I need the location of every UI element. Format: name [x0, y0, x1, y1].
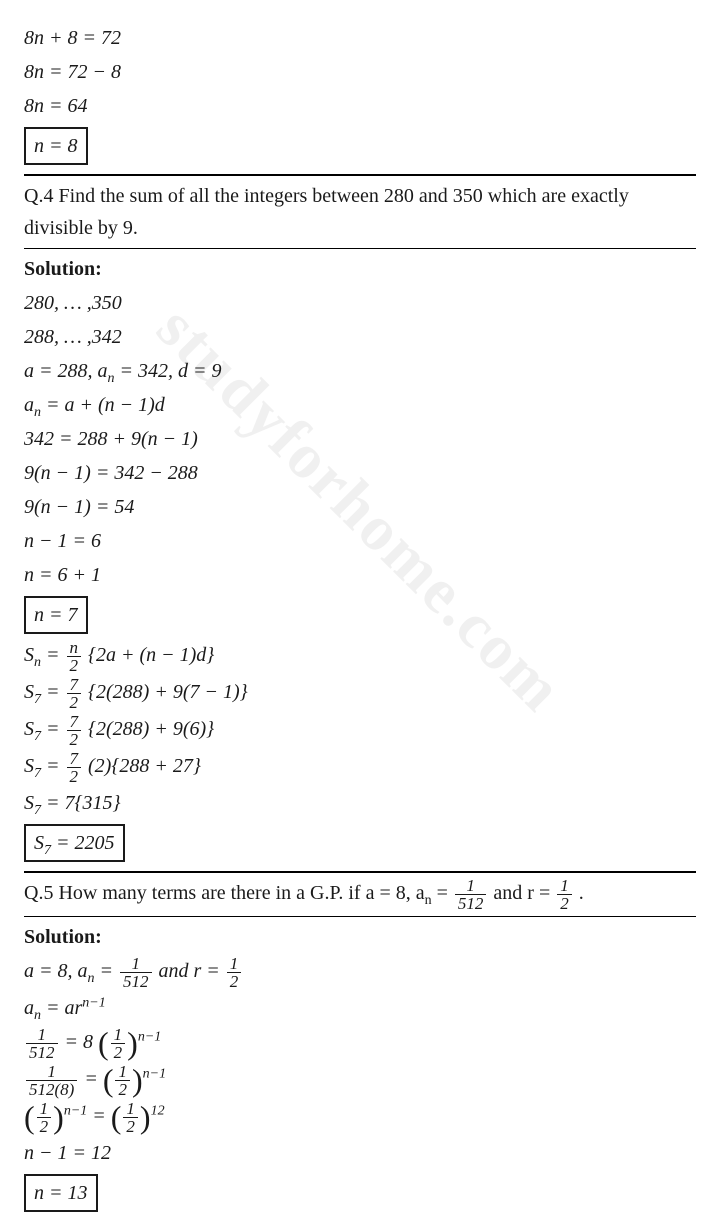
q4-l2: 288, … ,342: [24, 321, 696, 353]
divider: [24, 916, 696, 917]
q5-g3: 1512 = 8 (12)n−1: [24, 1026, 696, 1061]
q4-text: Q.4 Find the sum of all the integers bet…: [24, 180, 696, 244]
q4-l1: 280, … ,350: [24, 287, 696, 319]
intro-line2: 8n = 72 − 8: [24, 56, 696, 88]
q5-g6: n − 1 = 12: [24, 1137, 696, 1169]
q4-l8: n − 1 = 6: [24, 525, 696, 557]
q4-box2: S7 = 2205: [24, 824, 125, 862]
intro-box: n = 8: [24, 127, 88, 165]
q4-box1: n = 7: [24, 596, 88, 634]
q4-l6: 9(n − 1) = 342 − 288: [24, 457, 696, 489]
q4-sn: Sn = n2 {2a + (n − 1)d}: [24, 639, 696, 674]
divider: [24, 248, 696, 249]
q5-g4: 1512(8) = (12)n−1: [24, 1063, 696, 1098]
q4-l7: 9(n − 1) = 54: [24, 491, 696, 523]
intro-line3: 8n = 64: [24, 90, 696, 122]
q4-l9: n = 6 + 1: [24, 559, 696, 591]
q4-l3: a = 288, an = 342, d = 9: [24, 355, 696, 387]
page-content: 8n + 8 = 72 8n = 72 − 8 8n = 64 n = 8 Q.…: [24, 22, 696, 1215]
intro-line1: 8n + 8 = 72: [24, 22, 696, 54]
q5-solution-header: Solution:: [24, 921, 696, 953]
q5-g5: (12)n−1 = (12)12: [24, 1100, 696, 1135]
q5-box: n = 13: [24, 1174, 98, 1212]
q4-s7-4: S7 = 7{315}: [24, 787, 696, 819]
divider: [24, 174, 696, 176]
q4-l4: an = a + (n − 1)d: [24, 389, 696, 421]
q4-l5: 342 = 288 + 9(n − 1): [24, 423, 696, 455]
divider: [24, 871, 696, 873]
q5-g1: a = 8, an = 1512 and r = 12: [24, 955, 696, 990]
q4-solution-header: Solution:: [24, 253, 696, 285]
q4-s7-1: S7 = 72 {2(288) + 9(7 − 1)}: [24, 676, 696, 711]
q4-s7-3: S7 = 72 (2){288 + 27}: [24, 750, 696, 785]
q5-text: Q.5 How many terms are there in a G.P. i…: [24, 877, 696, 912]
q5-g2: an = arn−1: [24, 992, 696, 1024]
q4-s7-2: S7 = 72 {2(288) + 9(6)}: [24, 713, 696, 748]
